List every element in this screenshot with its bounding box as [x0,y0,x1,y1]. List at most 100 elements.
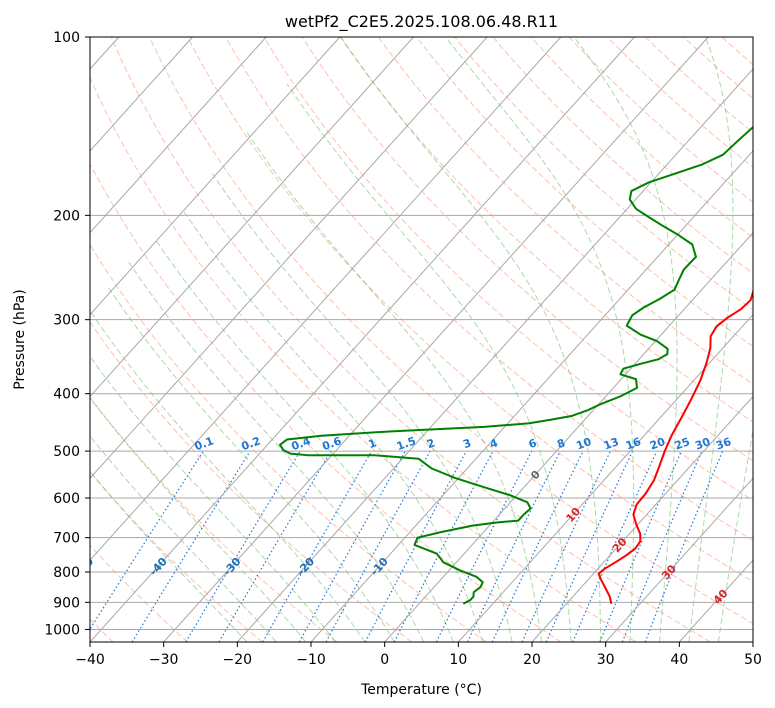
mixing-ratio-label: 30 [693,435,712,453]
isotherm-line [457,313,753,642]
y-axis: 100 200 300 400 500 600 700 800 900 1000 [44,30,90,638]
mixing-ratio-label: 20 [648,435,667,453]
mixing-ratio-line [521,450,611,642]
isotherm-line [90,37,488,480]
moist-adiabat-line [717,427,753,642]
x-tick-label: 40 [670,652,688,668]
isotherm-line [752,641,753,642]
moist-adiabat-line [246,132,543,642]
dry-adiabat-line [90,321,413,642]
isotherm-line [678,559,753,642]
mixing-ratio-label: 0.6 [320,434,343,453]
moist-adiabat-line [211,173,513,642]
mixing-ratio-line [218,450,332,642]
x-axis-title: Temperature (°C) [360,682,482,698]
y-axis-title: Pressure (hPa) [12,289,28,389]
y-tick-label: 300 [53,313,80,329]
isotherm-line [605,477,753,642]
dry-adiabat-line [110,37,711,642]
mixing-ratio-label: 13 [602,435,621,452]
x-tick-label: 50 [744,652,762,668]
mixing-ratio-label: 0.2 [240,434,263,453]
mixing-ratio-label: 16 [624,435,643,453]
x-tick-label: −10 [296,652,326,668]
mixing-ratio-label: 2 [425,436,437,451]
x-tick-label: 20 [523,652,541,668]
dry-adiabat-line [339,37,753,423]
mixing-ratio-label: 8 [555,436,567,451]
mixing-ratio-line [131,450,251,642]
isotherm-line [310,150,753,642]
x-axis: −40 −30 −20 −10 0 10 20 30 40 50 [75,642,762,668]
mixing-ratio-label: 25 [673,435,692,452]
mixing-ratio-label: 6 [527,436,539,451]
isotherm-line [531,395,753,642]
moist-adiabat-line [181,208,484,642]
mixing-ratio-line [262,450,373,642]
dry-adiabat-line [90,396,338,642]
dry-adiabat-line [416,37,753,348]
dry-adiabat-line [683,37,753,100]
isotherm-label: -60 [0,555,23,579]
x-tick-label: 30 [597,652,615,668]
mixing-ratio-label: 3 [461,436,473,451]
mixing-ratio-line [90,450,204,631]
isotherm-line [90,37,267,234]
dry-adiabat-line [90,162,562,642]
background-lines [90,37,753,642]
mixing-ratio-line [491,450,584,642]
y-tick-label: 200 [53,208,80,224]
sounding-lines [278,126,753,605]
mixing-ratio-line [545,450,634,642]
isotherm-line [163,37,709,642]
y-tick-label: 500 [53,444,80,460]
mixing-ratio-line [466,450,561,642]
moist-adiabat-line [340,37,602,642]
isotherm-line [384,231,753,642]
moist-adiabat-line [90,470,248,642]
x-tick-label: 10 [449,652,467,668]
mixing-ratio-label: 4 [488,436,500,451]
moist-adiabat-line [688,37,734,642]
dewpoint-line [278,126,753,605]
moist-adiabat-line [90,435,277,642]
mixing-ratio-line [599,450,682,642]
x-tick-label: −30 [149,652,179,668]
dry-adiabat-line [568,37,753,203]
moist-adiabat-line [90,397,307,642]
dry-adiabat-line [606,37,753,168]
dry-adiabat-line [90,243,487,642]
moist-adiabat-line [108,287,395,642]
dry-adiabat-line [148,37,753,625]
dry-adiabat-line [225,37,753,542]
x-tick-label: 0 [380,652,389,668]
dry-adiabat-line [263,37,753,501]
y-tick-label: 100 [53,30,80,46]
x-tick-label: −40 [75,652,105,668]
mixing-ratio-label: 0.1 [193,434,216,453]
mixing-ratio-label: 1 [367,436,379,451]
mixing-ratio-line [325,450,431,642]
x-tick-label: −20 [223,652,253,668]
moist-adiabat-line [573,37,678,642]
dry-adiabat-line [530,37,753,239]
y-tick-label: 800 [53,565,80,581]
grid-lines [90,37,753,642]
mixing-ratio-labels: 0.1 0.2 0.4 0.6 1 1.5 2 3 4 6 8 10 13 16 20 25 30 36 [193,434,733,453]
moist-adiabat-line [445,37,635,642]
moist-adiabat-line [286,83,572,642]
dry-adiabat-line [187,37,753,583]
isotherm-line [236,68,753,642]
mixing-ratio-label: 10 [574,435,593,453]
chart-title: wetPf2_C2E5.2025.108.06.48.R11 [285,12,558,32]
dry-adiabat-line [90,470,263,642]
isotherm-label: -50 [73,555,96,579]
dry-adiabat-line [721,37,753,66]
mixing-ratio-line [298,450,406,642]
moist-adiabat-line [128,261,425,642]
moist-adiabat-line [155,239,454,642]
isotherm-line [90,37,193,152]
isotherm-line [90,37,414,398]
mixing-ratio-line [621,450,703,642]
